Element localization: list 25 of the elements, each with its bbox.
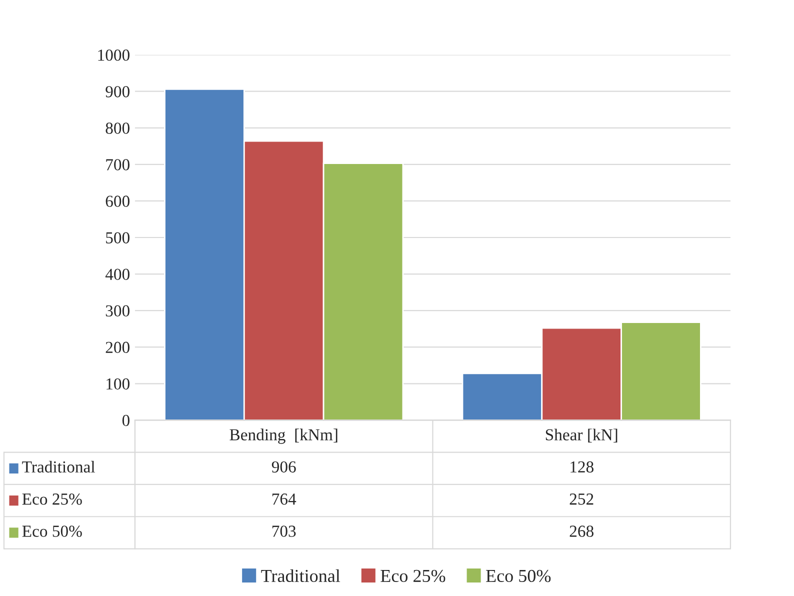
x-tick-label: Shear [kN] bbox=[546, 428, 618, 442]
x-tick-label: Bending [kNm] bbox=[230, 428, 338, 444]
data-label: 906 bbox=[272, 461, 296, 473]
text: Traditional bbox=[261, 569, 340, 582]
y-tick-label: 1000 bbox=[98, 50, 130, 61]
data-label: 703 bbox=[272, 526, 296, 537]
y-tick-label: 500 bbox=[106, 232, 130, 244]
y-tick-label: 300 bbox=[106, 305, 130, 317]
y-tick-label: 400 bbox=[105, 268, 130, 280]
legend-label: Eco 25% bbox=[380, 570, 446, 582]
text: Eco 50% bbox=[22, 526, 82, 537]
legend-label: Eco 50% bbox=[486, 570, 551, 582]
y-tick-label: 900 bbox=[106, 86, 130, 98]
text: Eco 25% bbox=[22, 493, 82, 505]
data-label: 268 bbox=[570, 526, 594, 537]
y-tick-label: 200 bbox=[106, 342, 130, 354]
data-label: 252 bbox=[570, 494, 594, 505]
y-tick-label: 100 bbox=[106, 378, 130, 390]
y-tick-label: 700 bbox=[106, 159, 130, 170]
y-tick-label: 800 bbox=[106, 122, 130, 134]
legend-label: Traditional bbox=[22, 460, 95, 473]
y-tick-label: 0 bbox=[122, 414, 130, 426]
data-label: 128 bbox=[570, 461, 594, 473]
y-tick-label: 600 bbox=[106, 196, 130, 207]
data-label: 764 bbox=[272, 494, 296, 505]
